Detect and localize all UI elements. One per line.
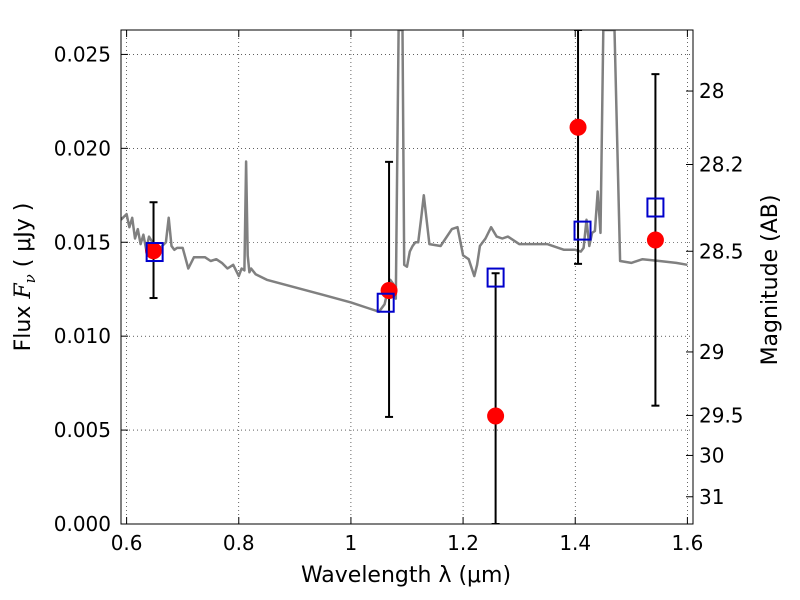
y2-tick-label: 31 (699, 485, 724, 509)
x-tick-label: 1 (345, 531, 358, 555)
model-spectrum-line (121, 30, 688, 313)
y2-tick-label: 28.5 (699, 239, 744, 263)
observed-point (646, 231, 664, 249)
y2-tick-label: 29 (699, 340, 724, 364)
y2-axis-label: Magnitude (AB) (758, 195, 783, 366)
y2-tick-label: 28 (699, 79, 724, 103)
observed-point (487, 407, 505, 425)
y-axis-label: Flux Fν ( μJy ) (11, 203, 39, 352)
model-photometry-square (646, 197, 665, 218)
y-tick-label: 0.000 (54, 512, 111, 536)
y2-tick-label: 28.2 (699, 152, 744, 176)
y-tick-label: 0.020 (54, 136, 111, 160)
model-photometry-square (376, 292, 395, 313)
model-photometry-square (486, 267, 505, 288)
observed-point (569, 118, 587, 136)
x-tick-label: 1.6 (671, 531, 703, 555)
y-tick-label: 0.005 (54, 418, 111, 442)
model-photometry-square (145, 242, 164, 263)
x-tick-label: 0.8 (223, 531, 255, 555)
model-photometry-square (573, 220, 592, 241)
x-tick-label: 1.4 (559, 531, 591, 555)
plot-frame (120, 29, 694, 525)
observed-point (145, 242, 163, 260)
y2-tick-label: 29.5 (699, 403, 744, 427)
x-tick-label: 1.2 (447, 531, 479, 555)
y2-tick-label: 30 (699, 443, 724, 467)
x-tick-label: 0.6 (111, 531, 143, 555)
y-tick-label: 0.015 (54, 230, 111, 254)
y-tick-label: 0.010 (54, 324, 111, 348)
grid (121, 30, 693, 524)
y-tick-label: 0.025 (54, 42, 111, 66)
x-axis-label: Wavelength λ (μm) (301, 563, 511, 588)
